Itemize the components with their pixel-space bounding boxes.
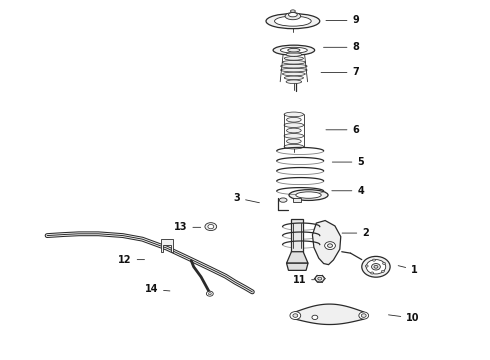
Ellipse shape: [273, 45, 315, 55]
Ellipse shape: [291, 10, 295, 12]
Ellipse shape: [372, 259, 375, 261]
Text: 9: 9: [326, 15, 359, 26]
Ellipse shape: [365, 265, 368, 267]
Ellipse shape: [284, 112, 304, 117]
Polygon shape: [295, 304, 364, 324]
Ellipse shape: [287, 117, 301, 122]
Ellipse shape: [288, 48, 300, 52]
Ellipse shape: [208, 225, 214, 229]
Ellipse shape: [312, 315, 318, 319]
Ellipse shape: [318, 277, 322, 280]
Ellipse shape: [205, 223, 217, 230]
Ellipse shape: [284, 76, 303, 80]
Polygon shape: [287, 263, 308, 270]
Text: 8: 8: [323, 42, 359, 52]
Ellipse shape: [383, 262, 386, 265]
Ellipse shape: [371, 272, 374, 274]
Text: 6: 6: [326, 125, 359, 135]
Ellipse shape: [208, 293, 211, 295]
Polygon shape: [292, 220, 303, 252]
Text: 3: 3: [233, 193, 259, 203]
Ellipse shape: [281, 64, 307, 68]
Ellipse shape: [289, 190, 328, 201]
Ellipse shape: [362, 256, 390, 277]
Ellipse shape: [284, 134, 304, 138]
Text: 1: 1: [398, 265, 418, 275]
Ellipse shape: [296, 192, 321, 198]
Polygon shape: [313, 221, 341, 265]
Ellipse shape: [366, 260, 386, 274]
Ellipse shape: [206, 291, 213, 296]
Ellipse shape: [371, 264, 380, 270]
Ellipse shape: [286, 80, 302, 84]
Ellipse shape: [286, 53, 302, 56]
Ellipse shape: [293, 314, 298, 318]
Text: 7: 7: [321, 67, 359, 77]
Ellipse shape: [266, 14, 320, 29]
Text: 11: 11: [293, 275, 315, 285]
Text: 14: 14: [145, 284, 170, 294]
Ellipse shape: [285, 13, 301, 20]
Ellipse shape: [282, 72, 305, 76]
Text: 10: 10: [389, 313, 420, 323]
Ellipse shape: [359, 312, 368, 319]
Text: 5: 5: [332, 157, 364, 167]
Ellipse shape: [282, 60, 305, 64]
Ellipse shape: [381, 270, 384, 273]
Ellipse shape: [287, 139, 301, 144]
Text: 13: 13: [174, 222, 201, 232]
Text: 4: 4: [332, 186, 364, 196]
Ellipse shape: [284, 123, 304, 127]
Ellipse shape: [325, 242, 335, 249]
Ellipse shape: [374, 265, 378, 268]
Text: 2: 2: [342, 228, 369, 238]
Ellipse shape: [361, 314, 366, 318]
Ellipse shape: [274, 16, 311, 26]
Ellipse shape: [289, 13, 297, 17]
Bar: [294, 198, 301, 202]
Polygon shape: [161, 239, 172, 252]
Ellipse shape: [284, 57, 303, 60]
Text: 12: 12: [118, 255, 145, 265]
Polygon shape: [287, 252, 308, 263]
Ellipse shape: [279, 198, 287, 202]
Ellipse shape: [280, 47, 307, 53]
Ellipse shape: [281, 68, 307, 72]
Ellipse shape: [328, 244, 332, 247]
Ellipse shape: [284, 144, 304, 149]
Ellipse shape: [287, 128, 301, 133]
Ellipse shape: [316, 275, 324, 282]
Ellipse shape: [290, 312, 301, 319]
